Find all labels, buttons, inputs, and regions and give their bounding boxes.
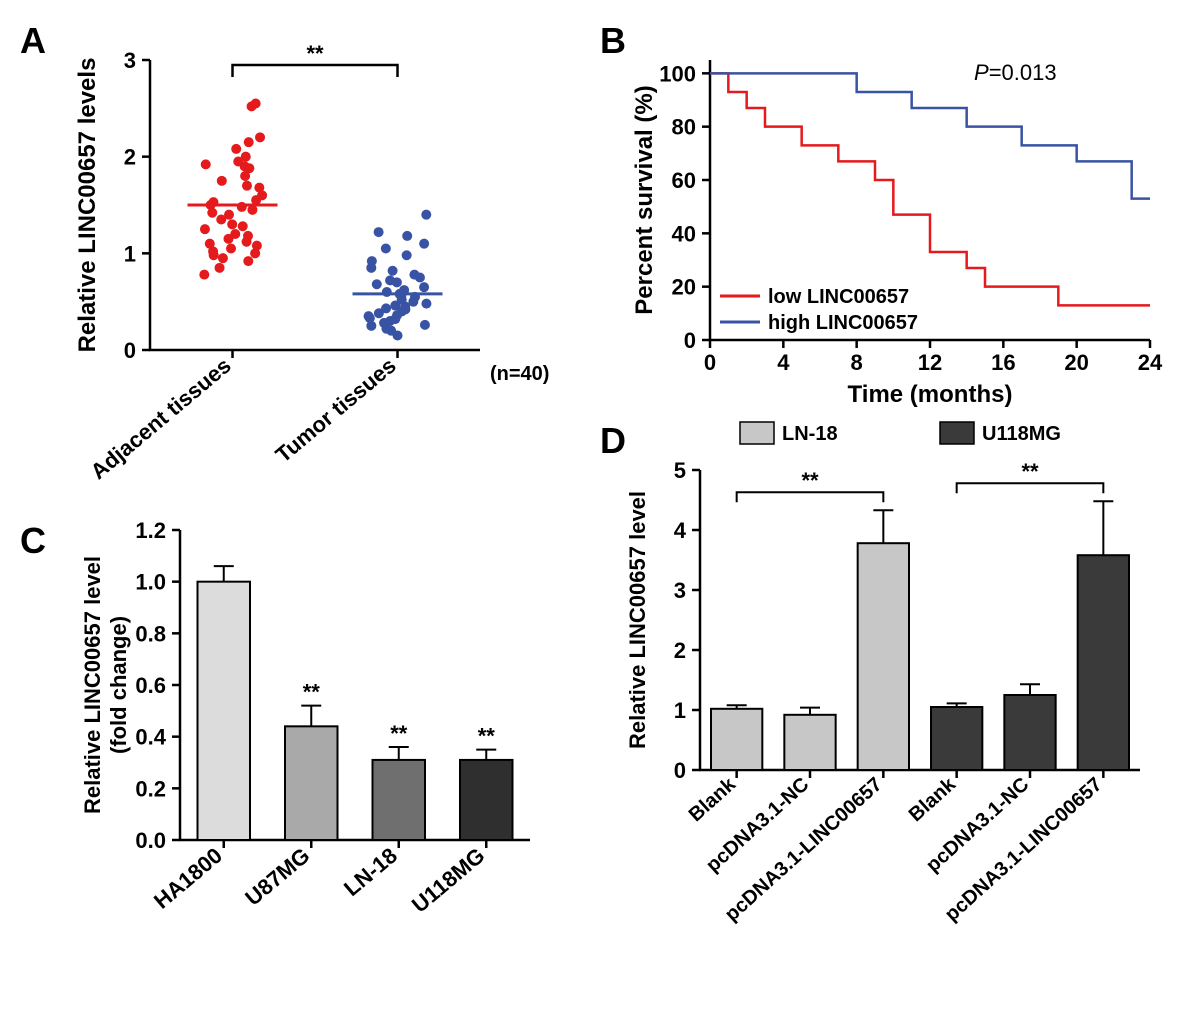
figure-root: A B C D 0123Adjacent tissuesTumor tissue…	[20, 20, 1180, 991]
svg-text:Tumor tissues: Tumor tissues	[271, 353, 401, 468]
panel-a-chart: 0 1 2 3 Adjacent tissues Tumor tissues Relativ…	[60, 20, 620, 520]
svg-text:**: **	[303, 680, 321, 705]
svg-text:5: 5	[674, 458, 686, 483]
svg-text:3: 3	[124, 48, 136, 73]
svg-text:Relative LINC00657 level: Relative LINC00657 level	[625, 491, 650, 749]
svg-text:80: 80	[672, 115, 696, 140]
svg-text:(fold change): (fold change)	[106, 616, 131, 754]
svg-text:0.4: 0.4	[135, 725, 166, 750]
svg-text:LN-18: LN-18	[339, 843, 402, 901]
panel-b-legend: low LINC00657 high LINC00657	[720, 286, 918, 334]
svg-text:0.6: 0.6	[135, 673, 166, 698]
svg-text:24: 24	[1138, 350, 1163, 375]
svg-text:40: 40	[672, 221, 696, 246]
svg-text:LN-18: LN-18	[782, 423, 838, 445]
svg-text:U87MG: U87MG	[240, 843, 314, 911]
svg-text:high LINC00657: high LINC00657	[768, 312, 918, 334]
svg-text:20: 20	[1064, 350, 1088, 375]
svg-text:8: 8	[851, 350, 863, 375]
panel-c-label: C	[20, 520, 46, 562]
svg-text:0.2: 0.2	[135, 776, 166, 801]
svg-text:3: 3	[674, 578, 686, 603]
svg-text:2: 2	[124, 145, 136, 170]
svg-text:low LINC00657: low LINC00657	[768, 286, 909, 308]
svg-text:Blank: Blank	[905, 773, 961, 826]
svg-text:**: **	[390, 721, 408, 746]
svg-text:100: 100	[659, 61, 696, 86]
svg-text:12: 12	[918, 350, 942, 375]
svg-text:Blank: Blank	[685, 773, 741, 826]
panel-d-chart: 0 1 2 3 4 5 Relative LINC00657 level LN-18 U118M…	[600, 410, 1200, 1000]
svg-text:**: **	[478, 724, 496, 749]
svg-text:4: 4	[674, 518, 687, 543]
svg-text:Relative LINC00657 levels: Relative LINC00657 levels	[74, 58, 101, 353]
svg-text:Relative LINC00657 level: Relative LINC00657 level	[80, 556, 105, 814]
panel-b-chart: 0 20 40 60 80 100 0 4 8 12 16 20 24 Time (months) Perc…	[620, 20, 1200, 450]
svg-text:0.0: 0.0	[135, 828, 166, 853]
svg-text:U118MG: U118MG	[407, 843, 490, 918]
svg-text:60: 60	[672, 168, 696, 193]
svg-text:**: **	[801, 468, 819, 493]
svg-text:1.0: 1.0	[135, 570, 166, 595]
svg-text:HA1800: HA1800	[149, 843, 227, 914]
svg-text:Time (months): Time (months)	[848, 381, 1013, 408]
svg-text:P=0.013: P=0.013	[974, 60, 1057, 85]
svg-text:0: 0	[684, 328, 696, 353]
svg-text:(n=40): (n=40)	[490, 363, 549, 385]
svg-text:Adjacent tissues: Adjacent tissues	[86, 353, 236, 485]
svg-text:16: 16	[991, 350, 1015, 375]
panel-a-label: A	[20, 20, 46, 62]
svg-text:U118MG: U118MG	[982, 423, 1061, 445]
svg-text:**: **	[306, 41, 324, 66]
svg-text:**: **	[1021, 459, 1039, 484]
svg-text:2: 2	[674, 638, 686, 663]
panel-c-chart: 0.0 0.2 0.4 0.6 0.8 1.0 1.2 Relative LINC00657 …	[60, 490, 620, 1000]
svg-text:4: 4	[777, 350, 790, 375]
svg-text:1: 1	[674, 698, 686, 723]
svg-text:0: 0	[124, 338, 136, 363]
svg-text:1: 1	[124, 241, 136, 266]
svg-text:Percent survival (%): Percent survival (%)	[631, 85, 658, 314]
svg-text:0: 0	[704, 350, 716, 375]
svg-text:20: 20	[672, 275, 696, 300]
svg-text:0.8: 0.8	[135, 621, 166, 646]
svg-text:0: 0	[674, 758, 686, 783]
svg-text:1.2: 1.2	[135, 518, 166, 543]
